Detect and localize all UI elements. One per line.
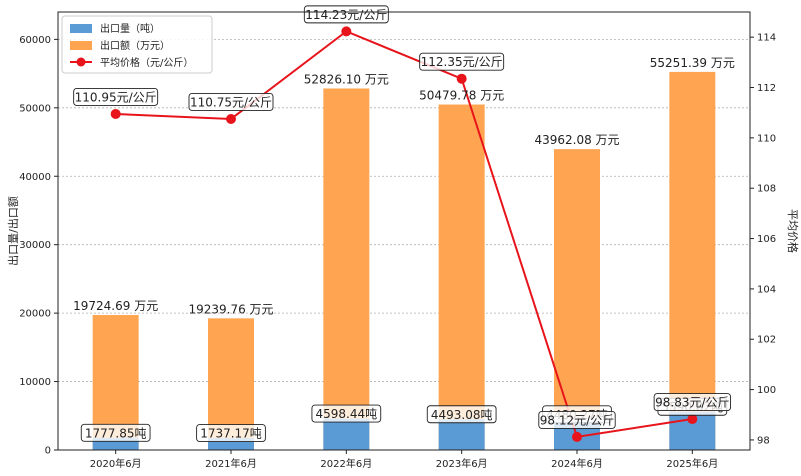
y2-axis-title: 平均价格 [786,209,800,253]
price-point [110,108,121,119]
grid-lines [58,38,750,382]
volume-label: 1737.17吨 [200,427,262,441]
price-point [687,414,698,425]
volume-bar [323,418,370,450]
amount-bar [669,71,716,451]
price-label: 112.35元/公斤 [421,55,503,69]
price-label-box [303,5,389,24]
price-label-box [538,410,616,429]
legend-swatch-price-marker [76,57,86,67]
price-line-path [115,30,693,439]
price-label-box [419,52,505,71]
legend-label-price: 平均价格（元/公斤） [100,56,193,69]
amount-bar [323,88,370,450]
volume-label: 4493.08吨 [431,408,493,422]
y2-tick-label: 98 [757,435,770,446]
y2-tick-label: 112 [757,83,776,94]
amount-label: 19724.69 万元 [73,299,158,313]
y-tick-label: 60000 [19,35,51,46]
axes: 0 10000 20000 30000 40000 50000 60000 98 100 102 1… [6,11,800,470]
y-axis-title: 出口量/出口额 [6,196,20,266]
y2-tick-label: 102 [757,335,776,346]
price-label: 98.12元/公斤 [540,413,614,427]
price-point [341,26,352,37]
plot-frame [57,11,751,451]
amount-label: 43962.08 万元 [534,133,619,147]
y2-tick-label: 114 [757,33,776,44]
x-tick-label: 2023年6月 [436,457,488,470]
volume-label: 1777.85吨 [85,426,147,440]
y-tick-label: 40000 [19,172,51,183]
legend-swatch-volume [70,24,92,33]
amount-label: 55251.39 万元 [650,56,735,70]
price-line [110,26,698,442]
price-label: 110.75元/公斤 [190,95,272,109]
price-label-box [73,87,159,106]
amount-label: 19239.76 万元 [188,302,273,316]
price-label-box [188,93,274,111]
price-label-box [653,393,731,411]
bars [92,71,716,451]
y-tick-label: 20000 [19,309,51,320]
y-tick-label: 10000 [19,377,51,388]
x-tick-label: 2024年6月 [551,457,603,470]
legend: 出口量（吨） 出口额（万元） 平均价格（元/公斤） [61,15,213,74]
y2-tick-label: 100 [757,385,776,396]
volume-label-box [80,423,151,442]
y2-tick-label: 106 [757,234,776,245]
x-tick-label: 2021年6月 [205,457,257,470]
y2-tick-label: 104 [757,284,776,295]
volume-label-box [311,404,382,423]
legend-label-amount: 出口额（万元） [100,39,170,52]
y-tick-label: 50000 [19,103,51,114]
x-tick-label: 2020年6月 [90,457,142,470]
price-point [572,431,582,442]
amount-label: 50479.78 万元 [419,89,504,103]
volume-bar [438,419,485,450]
price-point [226,113,236,124]
y2-tick-label: 108 [757,184,776,195]
price-point [456,73,467,84]
data-labels: 19724.69 万元 19239.76 万元 52826.10 万元 50479.7… [73,5,735,443]
volume-label-box [426,405,497,424]
amount-bar [554,149,600,450]
price-label: 114.23元/公斤 [305,8,387,22]
amount-label: 52826.10 万元 [304,72,389,86]
price-label: 98.83元/公斤 [655,396,729,410]
volume-label: 4598.44吨 [316,407,378,421]
legend-box [61,15,213,74]
y2-tick-label: 110 [757,133,776,144]
price-label: 110.95元/公斤 [75,90,157,104]
legend-swatch-amount [70,41,92,50]
volume-label-box [196,424,266,443]
amount-bar [438,104,485,451]
volume-bar [208,438,254,450]
legend-label-volume: 出口量（吨） [100,22,160,35]
x-tick-label: 2022年6月 [320,457,372,470]
y-tick-label: 30000 [19,240,51,251]
y-tick-label: 0 [45,446,51,457]
x-tick-label: 2025年6月 [666,457,718,470]
